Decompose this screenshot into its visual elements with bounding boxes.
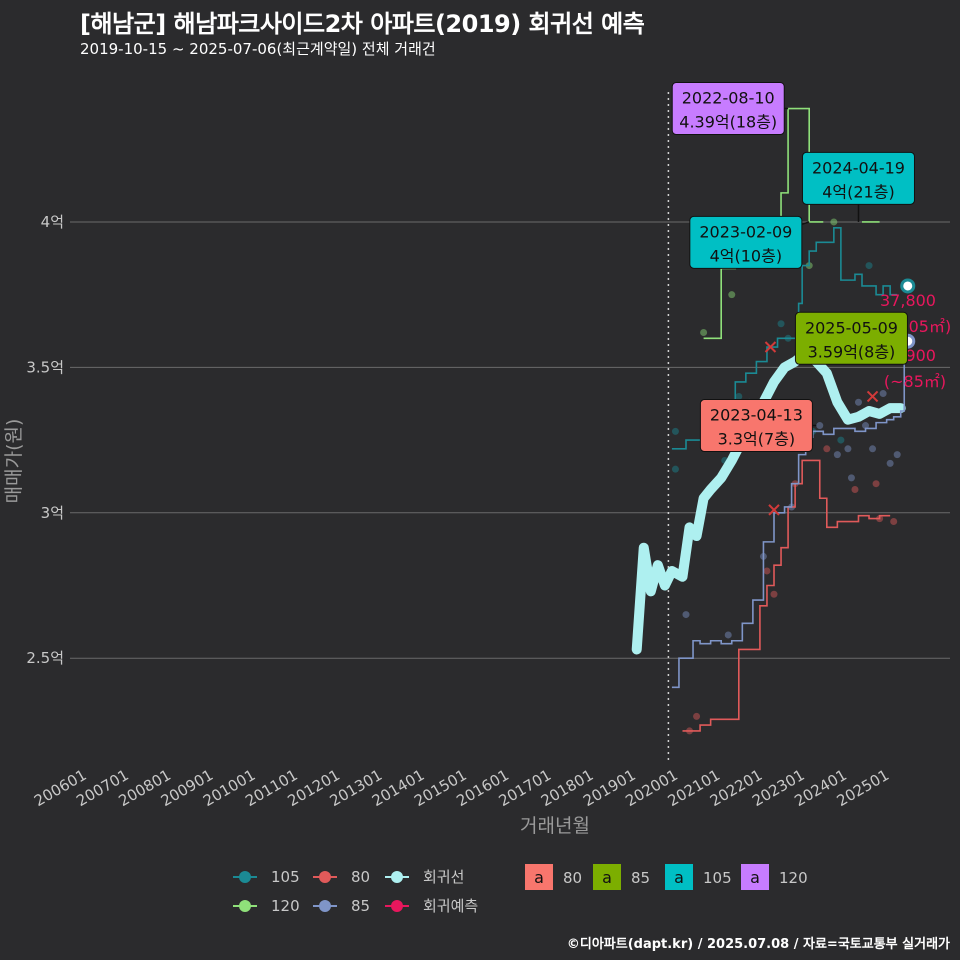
scatter-point	[872, 480, 880, 488]
annotation-value: 3.59억(8층)	[808, 342, 896, 361]
legend-box-glyph: a	[750, 868, 760, 887]
annotation-value: 4억(10층)	[710, 246, 782, 265]
scatter-point	[890, 518, 898, 526]
chart-title: [해남군] 해남파크사이드2차 아파트(2019) 회귀선 예측	[80, 10, 645, 38]
legend-box-label: 85	[631, 869, 650, 887]
legend-box-glyph: a	[534, 868, 544, 887]
scatter-point	[671, 465, 679, 473]
footer-credit: ©디아파트(dapt.kr) / 2025.07.08 / 자료=국토교통부 실…	[566, 937, 950, 952]
scatter-point	[671, 427, 679, 435]
scatter-point	[735, 392, 743, 400]
cross-marker	[866, 390, 879, 403]
legend-box-label: 80	[563, 869, 582, 887]
legend-box	[741, 864, 769, 890]
series-line-85	[671, 341, 906, 689]
cross-marker	[768, 504, 780, 516]
scatter-point	[869, 445, 877, 453]
scatter-point	[693, 712, 701, 720]
regression-line	[631, 347, 906, 655]
legend-box-glyph: a	[674, 868, 684, 887]
forecast-area-label: (~85㎡)	[884, 372, 946, 391]
annotation-box	[699, 399, 813, 453]
legend-box-label: 120	[779, 869, 808, 887]
scatter-point	[837, 436, 845, 444]
legend-key-dot	[391, 900, 403, 912]
scatter-point	[847, 474, 855, 482]
scatter-point	[770, 590, 778, 598]
annotation-value: 4.39억(18층)	[679, 113, 777, 132]
legend-label: 회귀예측	[423, 897, 478, 915]
scatter-point	[886, 459, 894, 467]
y-tick-label: 2.5억	[26, 649, 64, 667]
scatter-point	[844, 445, 852, 453]
legend-key-dot	[239, 900, 251, 912]
legend-label: 85	[351, 897, 370, 915]
scatter-point	[879, 390, 887, 398]
scatter-point	[854, 398, 862, 406]
legend-label: 80	[351, 868, 370, 886]
legend-key-dot	[319, 900, 331, 912]
legend-box	[665, 864, 693, 890]
legend-box	[525, 864, 553, 890]
annotation-date: 2023-02-09	[699, 222, 792, 241]
y-tick-label: 4억	[41, 213, 64, 231]
annotation-value: 3.3억(7층)	[718, 430, 796, 449]
scatter-point	[830, 218, 838, 226]
annotation-date: 2022-08-10	[682, 89, 775, 108]
legend-key-dot	[319, 871, 331, 883]
scatter-point	[833, 451, 841, 459]
y-tick-label: 3억	[41, 504, 64, 522]
annotation-date: 2024-04-19	[812, 158, 905, 177]
scatter-point	[862, 422, 870, 430]
series-line-80	[682, 459, 891, 732]
scatter-point	[777, 320, 785, 328]
legend-key-dot	[239, 871, 251, 883]
annotation-box	[801, 151, 915, 205]
x-axis-title: 거래년월	[520, 815, 590, 837]
scatter-point	[816, 422, 824, 430]
annotation-box	[689, 215, 803, 269]
chart-subtitle: 2019-10-15 ~ 2025-07-06(최근계약일) 전체 거래건	[80, 40, 436, 58]
legend-label: 105	[271, 868, 300, 886]
legend-box-label: 105	[703, 869, 732, 887]
legend-key-dot	[391, 871, 403, 883]
annotation-date: 2023-04-13	[710, 406, 803, 425]
scatter-point	[728, 291, 736, 299]
forecast-value-label: 37,800	[880, 291, 936, 310]
scatter-point	[724, 631, 732, 639]
cross-marker	[764, 341, 777, 353]
y-axis-title: 매매가(원)	[3, 419, 25, 504]
legend-box-glyph: a	[602, 868, 612, 887]
y-tick-label: 3.5억	[26, 358, 64, 376]
legend-label: 회귀선	[423, 868, 464, 886]
annotation-value: 4억(21층)	[822, 182, 894, 201]
scatter-point	[851, 486, 859, 494]
legend-box	[593, 864, 621, 890]
scatter-point	[823, 445, 831, 453]
annotation-box	[794, 311, 908, 365]
annotation-box	[671, 82, 785, 136]
scatter-point	[700, 328, 708, 336]
scatter-point	[763, 567, 771, 575]
annotation-date: 2025-05-09	[805, 318, 898, 337]
scatter-point	[893, 451, 901, 459]
scatter-point	[682, 611, 690, 619]
scatter-point	[865, 262, 873, 270]
legend-label: 120	[271, 897, 300, 915]
forecast-point	[900, 278, 916, 294]
